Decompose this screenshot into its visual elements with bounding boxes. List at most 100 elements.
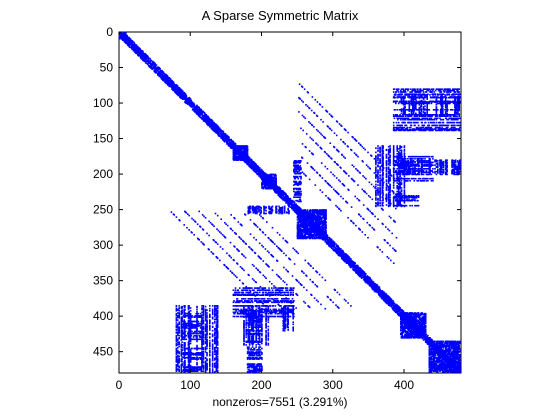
nonzero-marker: [406, 326, 408, 328]
nonzero-marker: [304, 226, 307, 228]
nonzero-marker: [245, 161, 247, 164]
nonzero-marker: [209, 124, 211, 127]
nonzero-marker: [412, 313, 415, 316]
nonzero-marker: [306, 210, 309, 213]
nonzero-marker: [119, 37, 121, 40]
nonzero-marker: [402, 317, 405, 319]
nonzero-marker: [307, 231, 309, 233]
nonzero-marker: [379, 294, 381, 296]
nonzero-marker: [263, 177, 265, 180]
nonzero-marker: [271, 173, 273, 176]
nonzero-marker: [374, 290, 376, 293]
nonzero-marker: [246, 150, 248, 152]
nonzero-marker: [241, 146, 244, 149]
nonzero-marker: [305, 229, 308, 232]
nonzero-marker: [232, 153, 235, 156]
nonzero-marker: [305, 233, 308, 235]
nonzero-marker: [301, 229, 304, 231]
nonzero-marker: [267, 178, 270, 181]
nonzero-marker: [244, 149, 246, 152]
nonzero-marker: [274, 175, 277, 177]
nonzero-marker: [320, 222, 323, 225]
nonzero-marker: [270, 180, 272, 183]
nonzero-marker: [120, 32, 123, 34]
nonzero-marker: [268, 187, 271, 190]
nonzero-marker: [342, 250, 344, 252]
nonzero-marker: [315, 222, 318, 225]
nonzero-marker: [316, 221, 319, 223]
nonzero-marker: [410, 317, 413, 320]
nonzero-marker: [385, 300, 387, 302]
nonzero-marker: [318, 233, 320, 235]
nonzero-marker: [315, 216, 318, 218]
nonzero-marker: [303, 214, 306, 217]
nonzero-marker: [311, 237, 314, 240]
nonzero-marker: [266, 180, 268, 182]
nonzero-marker: [263, 182, 265, 185]
nonzero-marker: [302, 209, 304, 212]
nonzero-marker: [406, 330, 408, 333]
nonzero-marker: [264, 177, 267, 180]
nonzero-marker: [414, 321, 416, 323]
nonzero-marker: [224, 133, 227, 135]
nonzero-marker: [261, 177, 263, 179]
nonzero-marker: [417, 325, 419, 327]
nonzero-marker: [343, 251, 345, 254]
nonzero-marker: [390, 305, 393, 308]
nonzero-marker: [400, 314, 402, 316]
nonzero-marker: [412, 329, 415, 331]
nonzero-marker: [316, 209, 319, 211]
nonzero-marker: [410, 327, 412, 330]
nonzero-marker: [403, 321, 406, 323]
nonzero-marker: [306, 224, 309, 227]
nonzero-marker: [401, 316, 403, 318]
nonzero-marker: [306, 209, 309, 211]
nonzero-marker: [301, 219, 303, 222]
nonzero-marker: [322, 235, 324, 237]
nonzero-marker: [320, 209, 322, 211]
nonzero-marker: [270, 185, 272, 187]
nonzero-marker: [400, 327, 403, 330]
nonzero-marker: [312, 209, 314, 212]
nonzero-marker: [308, 212, 311, 214]
nonzero-marker: [325, 221, 327, 224]
nonzero-marker: [333, 243, 336, 245]
nonzero-marker: [307, 213, 309, 215]
nonzero-marker: [408, 323, 411, 326]
nonzero-marker: [267, 187, 270, 190]
nonzero-marker: [324, 210, 327, 213]
nonzero-marker: [324, 217, 327, 220]
nonzero-marker: [302, 230, 304, 233]
nonzero-marker: [315, 209, 317, 211]
nonzero-marker: [299, 221, 302, 223]
nonzero-marker: [297, 222, 299, 225]
nonzero-marker: [260, 174, 262, 176]
nonzero-marker: [120, 35, 123, 37]
nonzero-marker: [459, 371, 461, 373]
nonzero-marker: [345, 258, 348, 260]
nonzero-marker: [301, 231, 303, 233]
nonzero-marker: [118, 35, 121, 38]
nonzero-marker: [298, 224, 301, 227]
nonzero-marker: [248, 158, 251, 160]
nonzero-marker: [261, 183, 263, 186]
nonzero-marker: [244, 152, 246, 154]
nonzero-marker: [308, 214, 311, 216]
nonzero-marker: [402, 315, 405, 317]
nonzero-marker: [313, 209, 316, 212]
nonzero-marker: [273, 177, 276, 180]
nonzero-marker: [318, 213, 321, 215]
nonzero-marker: [251, 165, 253, 168]
nonzero-marker: [374, 283, 376, 286]
nonzero-marker: [389, 305, 391, 307]
nonzero-marker: [410, 315, 413, 317]
nonzero-marker: [415, 315, 418, 318]
nonzero-marker: [312, 211, 314, 213]
nonzero-marker: [304, 233, 307, 235]
nonzero-marker: [197, 106, 200, 108]
nonzero-marker: [303, 222, 306, 225]
nonzero-marker: [305, 236, 307, 239]
nonzero-marker: [316, 231, 319, 234]
nonzero-marker: [330, 246, 333, 248]
nonzero-marker: [375, 285, 377, 288]
